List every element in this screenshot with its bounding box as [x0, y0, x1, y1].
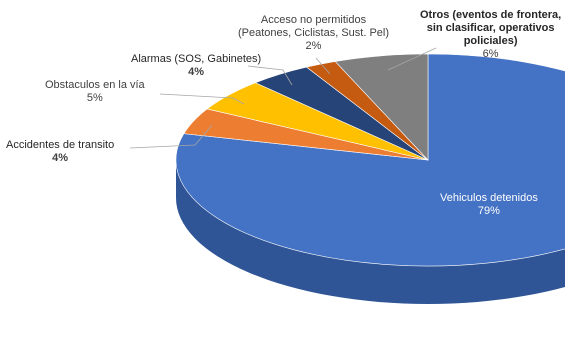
- label-obstaculos-value: 5%: [86, 92, 103, 104]
- label-otros: Otros (eventos de frontera, sin clasific…: [420, 9, 561, 61]
- label-vehiculos-name: Vehiculos detenidos: [440, 192, 538, 204]
- label-otros-line1: Otros (eventos de frontera,: [420, 9, 562, 21]
- label-accidentes-value: 4%: [52, 152, 69, 164]
- slice-vehiculos: [175, 53, 565, 267]
- label-vehiculos: Vehiculos detenidos 79%: [440, 192, 538, 218]
- label-alarmas-name: Alarmas (SOS, Gabinetes): [131, 53, 262, 65]
- label-acceso: Acceso no permitidos (Peatones, Ciclista…: [238, 14, 389, 53]
- label-acceso-value: 2%: [305, 40, 322, 52]
- label-otros-line2: sin clasificar, operativos: [426, 22, 555, 34]
- label-alarmas: Alarmas (SOS, Gabinetes) 4%: [131, 53, 261, 79]
- slice-side-vehiculos: [176, 160, 565, 304]
- label-vehiculos-value: 79%: [477, 205, 500, 217]
- label-accidentes-name: Accidentes de transito: [6, 139, 115, 151]
- label-obstaculos-name: Obstaculos en la vía: [45, 79, 145, 91]
- leader-acceso: [315, 57, 331, 75]
- label-otros-line3: policiales): [463, 35, 518, 47]
- label-acceso-line1: Acceso no permitidos: [260, 14, 367, 26]
- leader-obstaculos: [159, 93, 245, 105]
- label-alarmas-value: 4%: [188, 66, 205, 78]
- slice-otros: [334, 53, 429, 161]
- pie-slices: [175, 53, 565, 267]
- pie-3d-sides: [176, 160, 565, 304]
- label-acceso-line2: (Peatones, Ciclistas, Sust. Pel): [238, 27, 390, 39]
- leader-alarmas: [247, 65, 293, 86]
- leader-lines: [129, 47, 437, 149]
- label-accidentes: Accidentes de transito 4%: [6, 139, 114, 165]
- label-otros-value: 6%: [482, 48, 499, 60]
- leader-accidentes: [129, 124, 213, 149]
- label-obstaculos: Obstaculos en la vía 5%: [45, 79, 145, 105]
- leader-otros: [387, 47, 437, 71]
